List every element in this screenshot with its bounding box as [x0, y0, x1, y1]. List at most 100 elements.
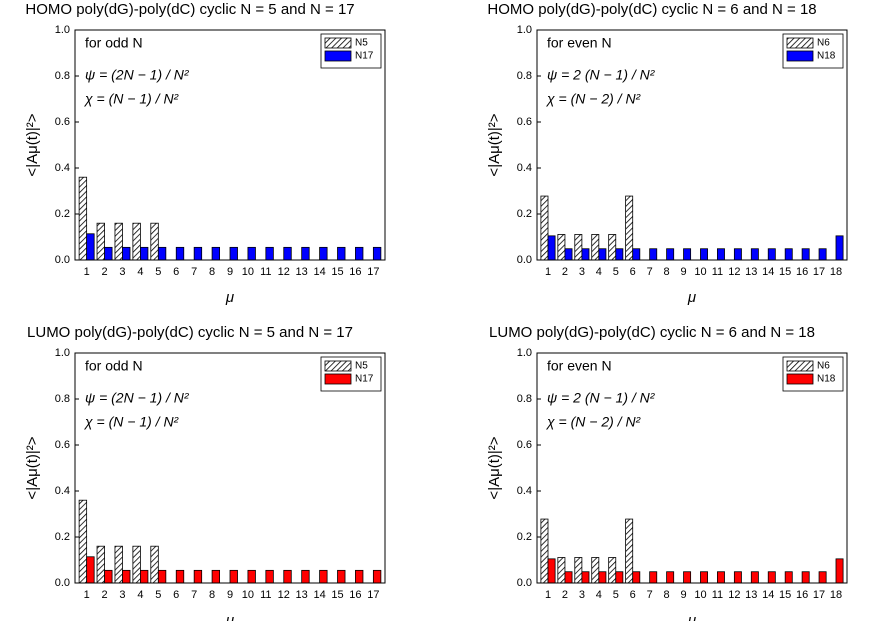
- bar: [632, 571, 641, 584]
- legend-label: N17: [355, 51, 374, 62]
- bar: [372, 246, 382, 261]
- x-tick-label: 8: [664, 266, 670, 278]
- bar: [283, 246, 292, 261]
- bar: [608, 557, 617, 584]
- bar: [547, 558, 556, 584]
- x-tick-label: 5: [155, 589, 161, 601]
- bar: [157, 246, 167, 261]
- bar: [301, 246, 310, 261]
- bar: [767, 571, 776, 584]
- x-tick-label: 14: [762, 589, 774, 601]
- plot-frame: [536, 352, 848, 584]
- x-tick-label: 4: [137, 266, 143, 278]
- x-tick-label: 18: [830, 589, 842, 601]
- bar: [700, 571, 708, 584]
- bar: [666, 571, 675, 584]
- y-tick-label: 0.0: [55, 254, 70, 266]
- y-tick-label: 0.4: [517, 485, 532, 497]
- x-tick-label: 15: [331, 589, 343, 601]
- bar: [247, 569, 256, 584]
- x-tick-label: 17: [813, 266, 825, 278]
- bar: [557, 234, 566, 261]
- bar: [104, 569, 113, 584]
- annotation: for even N: [547, 35, 612, 51]
- y-axis-label: <|Aμ(t)|²>: [24, 436, 41, 499]
- bar: [122, 569, 131, 584]
- legend-label: N5: [355, 38, 368, 49]
- x-tick-label: 6: [173, 589, 179, 601]
- annotation: ψ = (2N − 1) / N²: [85, 390, 190, 406]
- x-tick-label: 18: [830, 266, 842, 278]
- y-axis-label: <|Aμ(t)|²>: [24, 113, 41, 176]
- bar: [683, 571, 692, 584]
- x-tick-label: 15: [331, 266, 343, 278]
- legend-label: N5: [355, 361, 368, 372]
- x-tick-label: 15: [779, 266, 791, 278]
- x-tick-label: 13: [745, 266, 757, 278]
- x-tick-label: 7: [191, 266, 197, 278]
- x-axis-label: μ: [225, 612, 234, 621]
- legend-swatch: [324, 50, 352, 62]
- x-tick-label: 11: [712, 589, 723, 601]
- y-tick-label: 0.6: [517, 116, 532, 128]
- y-tick-label: 0.0: [55, 577, 70, 589]
- bar: [547, 235, 556, 261]
- y-tick-label: 0.6: [517, 439, 532, 451]
- annotation: χ = (N − 2) / N²: [545, 414, 642, 430]
- legend-label: N18: [817, 374, 836, 385]
- bar: [750, 248, 759, 261]
- bar: [574, 234, 583, 261]
- bar: [625, 518, 634, 584]
- bar: [801, 248, 810, 261]
- x-tick-label: 4: [596, 589, 602, 601]
- legend-swatch: [786, 50, 814, 62]
- y-tick-label: 1.0: [517, 24, 532, 36]
- bar: [540, 518, 549, 584]
- x-tick-label: 8: [209, 266, 215, 278]
- bar: [150, 545, 159, 584]
- bar: [140, 246, 149, 261]
- bar: [78, 176, 88, 261]
- x-tick-label: 14: [762, 266, 774, 278]
- bar: [337, 569, 346, 584]
- x-tick-label: 3: [579, 589, 585, 601]
- y-tick-label: 0.2: [517, 531, 532, 543]
- x-tick-label: 12: [278, 589, 290, 601]
- bar: [683, 248, 692, 261]
- x-tick-label: 16: [796, 589, 808, 601]
- bar: [591, 557, 600, 584]
- legend-label: N18: [817, 51, 836, 62]
- bar: [632, 248, 641, 261]
- chart: LUMO poly(dG)-poly(dC) cyclic N = 6 and …: [486, 324, 848, 621]
- x-axis-label: μ: [225, 289, 234, 306]
- bar: [96, 222, 105, 261]
- plot-frame: [536, 29, 848, 261]
- x-tick-label: 3: [119, 266, 125, 278]
- x-tick-label: 3: [579, 266, 585, 278]
- x-tick-label: 1: [545, 266, 551, 278]
- x-tick-label: 4: [596, 266, 602, 278]
- chart-title: LUMO poly(dG)-poly(dC) cyclic N = 6 and …: [489, 324, 815, 341]
- x-tick-label: 11: [260, 589, 271, 601]
- x-tick-label: 11: [712, 266, 723, 278]
- bar: [86, 556, 95, 584]
- x-tick-label: 7: [647, 266, 653, 278]
- bar: [247, 246, 256, 261]
- bar: [355, 569, 364, 584]
- bar: [114, 545, 123, 584]
- x-tick-label: 9: [227, 589, 233, 601]
- x-tick-label: 6: [630, 266, 636, 278]
- bar: [598, 248, 607, 261]
- bar: [598, 571, 607, 584]
- x-tick-label: 17: [367, 266, 379, 278]
- y-tick-label: 0.4: [55, 162, 70, 174]
- x-tick-label: 13: [296, 266, 308, 278]
- bar: [229, 569, 238, 584]
- bar: [175, 569, 185, 584]
- legend-swatch: [786, 373, 814, 385]
- bar: [319, 569, 328, 584]
- bar: [132, 222, 141, 261]
- bar: [193, 569, 203, 584]
- bar: [86, 233, 95, 261]
- x-tick-label: 3: [119, 589, 125, 601]
